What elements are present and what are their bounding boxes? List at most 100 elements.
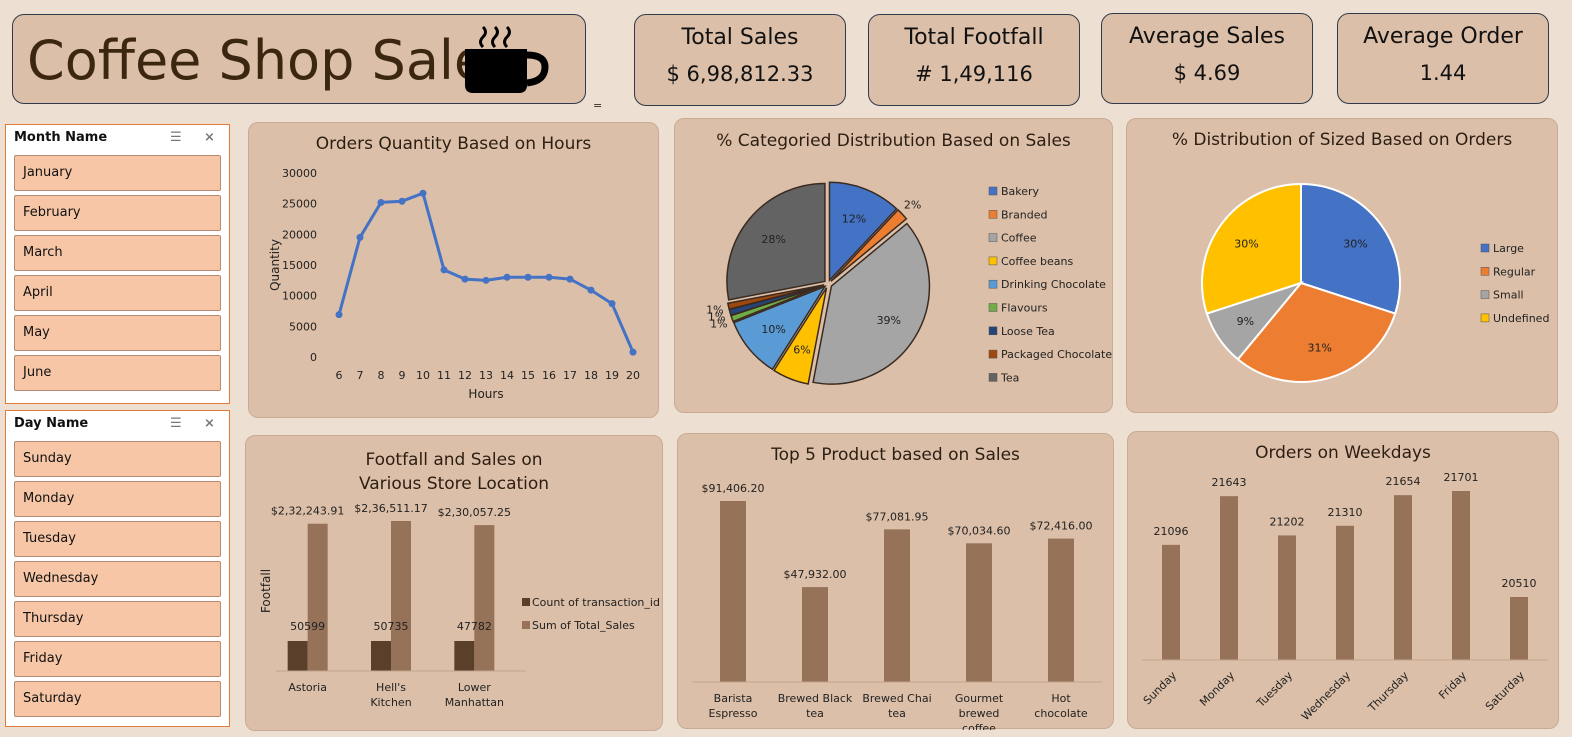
data-point: [398, 197, 406, 205]
pie-slice: [726, 284, 825, 311]
legend-swatch: [1480, 290, 1490, 299]
bar: [884, 529, 910, 682]
month-slicer: Month Name ☰ ⨯ January February March Ap…: [5, 124, 230, 404]
x-tick-label: 16: [542, 369, 556, 382]
y-tick-label: 0: [310, 351, 317, 364]
bar-footfall: [454, 641, 475, 671]
x-tick-label: 6: [336, 369, 343, 382]
month-item-may[interactable]: May: [14, 315, 221, 351]
day-item-thursday[interactable]: Thursday: [14, 601, 221, 637]
x-tick-label: 9: [399, 369, 406, 382]
legend-label: Coffee: [1001, 232, 1037, 245]
month-item-april[interactable]: April: [14, 275, 221, 311]
category-label: Tuesday: [1254, 669, 1296, 711]
data-point: [482, 276, 490, 284]
legend-label: Drinking Chocolate: [1001, 278, 1106, 291]
chart-title: % Categoried Distribution Based on Sales: [716, 131, 1071, 151]
legend-label: Bakery: [1001, 185, 1040, 198]
x-tick-label: 14: [500, 369, 514, 382]
x-axis-label: Hours: [468, 387, 503, 401]
day-item-friday[interactable]: Friday: [14, 641, 221, 677]
data-point: [587, 286, 595, 294]
multi-select-icon[interactable]: ☰: [170, 416, 182, 431]
data-label: 21202: [1270, 515, 1305, 528]
data-label: $2,32,243.91: [271, 505, 344, 518]
legend-swatch: [988, 186, 998, 196]
day-item-wednesday[interactable]: Wednesday: [14, 561, 221, 597]
x-tick-label: 17: [563, 369, 577, 382]
legend-swatch: [522, 621, 530, 629]
y-axis-label: Quantity: [268, 239, 282, 291]
slice-label: 9%: [1237, 315, 1254, 328]
x-tick-label: 12: [458, 369, 472, 382]
chart-title: % Distribution of Sized Based on Orders: [1171, 130, 1513, 150]
data-label: $77,081.95: [866, 510, 929, 523]
month-slicer-label: Month Name: [14, 130, 108, 145]
bar: [1336, 525, 1354, 660]
legend-label: Coffee beans: [1001, 255, 1073, 268]
pie-slice: [1201, 182, 1302, 315]
chart-title: Footfall and Sales on Various Store Loca…: [358, 450, 550, 494]
x-tick-label: 18: [584, 369, 598, 382]
day-item-tuesday[interactable]: Tuesday: [14, 521, 221, 557]
weekday-chart-panel: Orders on Weekdays 21096 Sunday 21643 Monda…: [1127, 431, 1559, 729]
size-pie-chart: 30% 31% 9% 30% Large Regular Small Undefined: [1201, 182, 1549, 383]
data-label: $91,406.20: [702, 482, 765, 495]
x-tick-label: 13: [479, 369, 493, 382]
day-item-saturday[interactable]: Saturday: [14, 681, 221, 717]
kpi-average-order: Average Order 1.44: [1337, 13, 1549, 104]
legend-swatch: [1480, 267, 1490, 276]
data-label: 21643: [1212, 476, 1247, 489]
legend-swatch: [988, 233, 998, 242]
slice-label: 6%: [793, 344, 810, 357]
data-label: 47782: [457, 620, 492, 633]
clear-filter-icon[interactable]: ⨯: [204, 130, 215, 145]
month-item-june[interactable]: June: [14, 355, 221, 391]
data-label: 20510: [1502, 577, 1537, 590]
clear-filter-icon[interactable]: ⨯: [204, 416, 215, 431]
kpi-title: Average Sales: [1129, 24, 1285, 49]
y-axis-label: Footfall: [259, 569, 273, 613]
data-label: 21310: [1328, 506, 1363, 519]
y-tick-label: 20000: [282, 228, 317, 241]
month-item-january[interactable]: January: [14, 155, 221, 191]
data-point: [524, 273, 532, 281]
day-item-monday[interactable]: Monday: [14, 481, 221, 517]
legend-label: Sum of Total_Sales: [532, 619, 635, 632]
x-tick-label: 15: [521, 369, 535, 382]
category-label: Astoria: [288, 681, 327, 694]
day-item-sunday[interactable]: Sunday: [14, 441, 221, 477]
day-slicer-header: Day Name ☰ ⨯: [6, 411, 229, 437]
data-label: 50599: [290, 620, 325, 633]
chart-title: Orders Quantity Based on Hours: [315, 134, 592, 154]
legend-label: Regular: [1493, 265, 1536, 278]
category-chart-panel: % Categoried Distribution Based on Sales…: [674, 118, 1113, 413]
legend-label: Tea: [1000, 371, 1019, 384]
size-chart-panel: % Distribution of Sized Based on Orders …: [1126, 118, 1558, 413]
legend-swatch: [1480, 243, 1490, 253]
pie-slice: [732, 285, 827, 371]
legend-swatch: [1480, 313, 1490, 323]
legend-swatch: [988, 279, 998, 289]
legend-swatch: [988, 210, 998, 219]
data-label: $70,034.60: [948, 524, 1011, 537]
bar: [1278, 535, 1296, 660]
category-label: Hell's Kitchen: [370, 681, 411, 709]
y-tick-label: 10000: [282, 290, 317, 303]
category-pie-chart: 12% 2% 39% 6% 10% 1%1%1% 28% Bakery Branded Coffe…: [706, 181, 1112, 385]
category-label: Thursday: [1365, 669, 1411, 715]
bar: [802, 587, 828, 682]
month-item-march[interactable]: March: [14, 235, 221, 271]
pie-slice: [726, 182, 826, 301]
data-label: 50735: [374, 620, 409, 633]
legend-label: Loose Tea: [1001, 325, 1055, 338]
multi-select-icon[interactable]: ☰: [170, 130, 182, 145]
month-item-february[interactable]: February: [14, 195, 221, 231]
y-tick-label: 30000: [282, 167, 317, 180]
kpi-total-sales: Total Sales $ 6,98,812.33: [634, 14, 846, 106]
data-point: [440, 266, 448, 274]
hours-chart-panel: Orders Quantity Based on Hours 0 5000 1000…: [248, 122, 659, 418]
legend-swatch: [988, 326, 998, 336]
bar: [1510, 597, 1528, 660]
data-label: $2,36,511.17: [354, 502, 427, 515]
